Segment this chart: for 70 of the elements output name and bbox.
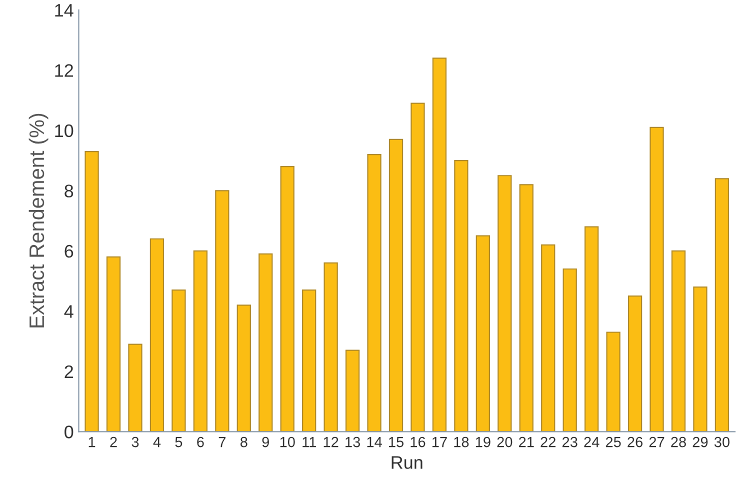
x-tick-label: 17: [432, 437, 447, 448]
x-tick-label: 8: [240, 436, 248, 448]
x-tick-label: 23: [562, 436, 578, 448]
y-tick-label: 10: [55, 124, 74, 138]
bar: [236, 304, 251, 432]
x-tick-label: 21: [519, 436, 534, 448]
x-tick-label: 11: [302, 437, 316, 448]
bar: [476, 235, 490, 432]
x-tick-label: 2: [110, 436, 117, 448]
bar: [324, 262, 338, 432]
x-tick-label: 28: [671, 436, 686, 448]
bar: [519, 184, 534, 432]
x-tick-label: 10: [280, 436, 295, 448]
y-tick-label: 12: [55, 64, 73, 77]
y-tick-label: 4: [64, 305, 74, 318]
x-tick-label: 12: [324, 436, 338, 448]
y-tick-label: 2: [64, 365, 73, 378]
bar: [302, 290, 316, 432]
y-tick-label: 6: [64, 244, 74, 258]
x-tick-label: 19: [476, 436, 490, 448]
x-tick-label: 9: [262, 436, 269, 448]
x-tick-label: 20: [497, 436, 512, 448]
x-tick-label: 5: [175, 437, 182, 448]
bar: [84, 150, 99, 432]
x-tick-label: 15: [389, 437, 404, 448]
x-tick-label: 29: [692, 436, 708, 448]
bar: [193, 250, 208, 432]
bar: [106, 256, 121, 432]
x-tick-label: 3: [132, 436, 139, 448]
x-tick-label: 24: [584, 436, 600, 448]
bar: [367, 154, 382, 432]
x-tick-label: 25: [606, 436, 621, 448]
x-tick-label: 1: [88, 437, 96, 448]
bar: [693, 286, 708, 432]
x-tick-label: 27: [649, 436, 664, 448]
bar: [671, 250, 686, 432]
bar: [606, 332, 620, 432]
bar: [562, 268, 577, 432]
bar: [432, 58, 447, 432]
bar: [498, 175, 512, 432]
x-tick-label: 30: [714, 436, 730, 448]
x-tick-label: 7: [218, 437, 226, 448]
y-tick-label: 8: [64, 184, 74, 198]
x-tick-label: 14: [367, 437, 382, 448]
x-tick-label: 22: [540, 436, 556, 448]
bar: [258, 253, 273, 432]
x-tick-label: 4: [153, 437, 161, 448]
x-tick-label: 6: [197, 436, 204, 448]
x-tick-label: 26: [628, 436, 643, 448]
bar: [388, 138, 404, 432]
bar: [280, 166, 294, 432]
y-axis-title: Extract Rendement (%): [28, 114, 48, 328]
bar: [172, 290, 186, 432]
x-tick-label: 13: [346, 436, 360, 448]
bar: [584, 226, 599, 432]
bar: [454, 160, 468, 432]
bar: [650, 126, 664, 432]
bar: [714, 178, 730, 432]
bar: [215, 190, 230, 432]
x-axis-title: Run: [392, 456, 422, 469]
y-tick-label: 0: [64, 426, 74, 438]
bar: [541, 244, 556, 432]
bar: [128, 344, 142, 432]
bar: [410, 102, 425, 432]
x-tick-label: 16: [410, 436, 426, 448]
y-tick-label: 14: [55, 4, 74, 17]
bar: [345, 350, 360, 432]
bar: [628, 296, 642, 432]
x-tick-label: 18: [454, 436, 469, 448]
bar: [150, 238, 164, 432]
